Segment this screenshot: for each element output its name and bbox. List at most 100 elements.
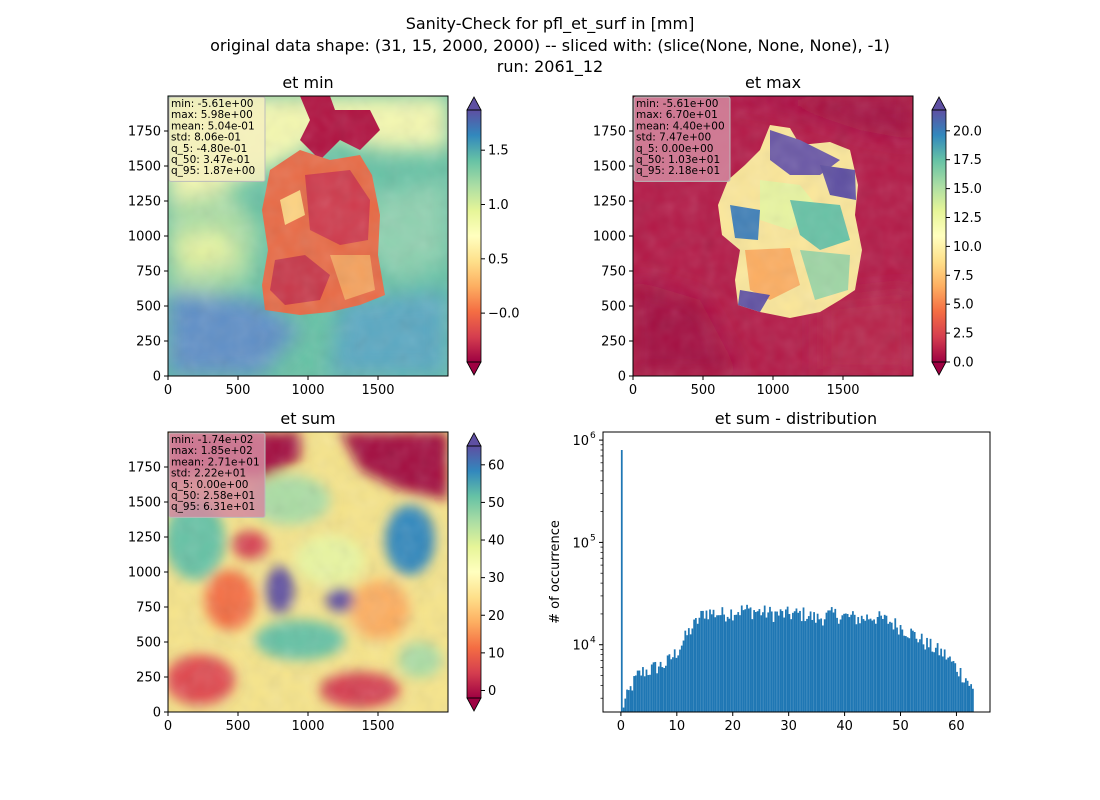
- histogram-bar: [940, 648, 943, 712]
- histogram-bar: [952, 661, 955, 712]
- histogram-bar: [763, 605, 766, 712]
- histogram-bar: [908, 638, 911, 712]
- histogram-bar: [691, 628, 694, 712]
- y-axis: 0 250 500 750 1000 1250 1500 1750: [128, 461, 168, 721]
- histogram-bar: [919, 639, 921, 712]
- histogram-bar: [702, 610, 704, 712]
- histogram-bar: [890, 622, 893, 712]
- stats-line: max: 6.70e+01: [636, 109, 718, 121]
- histogram-bar: [635, 675, 637, 712]
- stats-line: max: 1.85e+02: [171, 445, 253, 457]
- colorbar-tick-label: 1.5: [488, 144, 509, 159]
- histogram-bar: [876, 617, 879, 712]
- colorbar-extend-min: [466, 697, 482, 712]
- histogram-bar: [892, 629, 895, 712]
- histogram-bar: [712, 609, 715, 712]
- histogram-bar: [802, 607, 805, 712]
- y-tick-label: 750: [601, 265, 626, 280]
- histogram-bar: [966, 680, 969, 712]
- suptitle-line-3: run: 2061_12: [497, 57, 603, 77]
- histogram-bar: [624, 698, 627, 712]
- histogram-bar: [813, 612, 815, 712]
- histogram-bar: [814, 622, 817, 712]
- histogram-bar: [721, 607, 724, 712]
- histogram-bar: [825, 612, 828, 712]
- histogram-bar: [795, 608, 798, 712]
- x-tick-label: 500: [691, 383, 716, 398]
- y-tick-exponent: 4: [590, 636, 596, 646]
- panel-title: et min: [282, 73, 333, 92]
- suptitle-line-1: Sanity-Check for pfl_et_surf in [mm]: [406, 14, 695, 34]
- histogram-bar: [728, 618, 731, 712]
- histogram-bar: [777, 615, 780, 712]
- histogram-bar: [747, 608, 750, 712]
- histogram-bar: [732, 620, 734, 712]
- histogram-bar: [679, 649, 681, 712]
- histogram-bar: [956, 671, 958, 712]
- histogram-bar: [929, 638, 932, 712]
- histogram-bar: [654, 661, 657, 712]
- colorbar-tick-label: 50: [488, 496, 505, 511]
- histogram-bar: [816, 613, 819, 712]
- histogram-bar: [626, 689, 628, 712]
- histogram-bar: [739, 615, 741, 712]
- stats-line: q_5: 0.00e+00: [636, 143, 713, 155]
- histogram-bar: [964, 678, 967, 712]
- histogram-bar: [968, 685, 971, 712]
- histogram-bar: [949, 656, 951, 712]
- histogram-bar: [647, 675, 650, 712]
- histogram-bar: [933, 652, 935, 712]
- histogram-bar: [726, 616, 729, 712]
- histogram-bar: [910, 628, 913, 712]
- x-tick-label: 1000: [291, 719, 324, 734]
- histogram-bar: [772, 621, 775, 712]
- histogram-bar: [807, 616, 810, 712]
- panel-et-sum: et sum 0 500 1000 150: [128, 409, 505, 734]
- histogram-bar: [850, 614, 853, 712]
- histogram-bar: [742, 610, 745, 712]
- histogram-bar: [903, 635, 905, 712]
- histogram-bar: [622, 707, 625, 712]
- histogram-bar: [837, 623, 840, 712]
- stats-line: mean: 5.04e-01: [171, 120, 255, 132]
- y-tick-label: 1000: [128, 566, 161, 581]
- histogram-bar: [670, 659, 673, 712]
- histogram-bar: [841, 615, 844, 712]
- histogram-bar: [934, 647, 937, 712]
- histogram-bar: [970, 684, 973, 712]
- colorbar-extend-max: [466, 432, 482, 447]
- histogram-bar: [668, 654, 671, 712]
- colorbar: −0.0 0.5 1.0 1.5: [466, 96, 520, 376]
- histogram-bar: [640, 675, 643, 712]
- stats-line: q_50: 1.03e+01: [636, 154, 720, 166]
- histogram-bar: [874, 623, 877, 712]
- x-tick-label: 0: [164, 719, 172, 734]
- histogram-bar: [784, 609, 787, 712]
- histogram-bar: [695, 618, 697, 712]
- histogram-bar: [853, 614, 856, 712]
- stats-line: q_5: 0.00e+00: [171, 479, 248, 491]
- histogram-bar: [931, 651, 934, 712]
- y-tick-label: 10: [572, 639, 589, 654]
- histogram-bar: [783, 617, 785, 712]
- histogram-bar: [753, 610, 755, 712]
- histogram-bar: [943, 649, 946, 712]
- colorbar-tick-label: 0.5: [488, 252, 509, 267]
- histogram-bar: [913, 631, 916, 712]
- stats-line: q_95: 2.18e+01: [636, 165, 720, 177]
- histogram-bar: [915, 638, 918, 712]
- histogram-bar: [859, 623, 861, 712]
- histogram-bar: [959, 667, 962, 712]
- histogram-bar: [792, 612, 794, 712]
- histogram-bar: [947, 657, 950, 712]
- histogram-bar: [631, 690, 634, 712]
- panel-title: et sum: [280, 409, 335, 428]
- stats-line: mean: 2.71e+01: [171, 456, 260, 468]
- y-tick-exponent: 6: [590, 431, 596, 441]
- histogram-bar: [760, 615, 763, 712]
- histogram-bar: [855, 624, 858, 712]
- stats-box-background: [168, 432, 266, 518]
- colorbar-frame: [466, 445, 482, 699]
